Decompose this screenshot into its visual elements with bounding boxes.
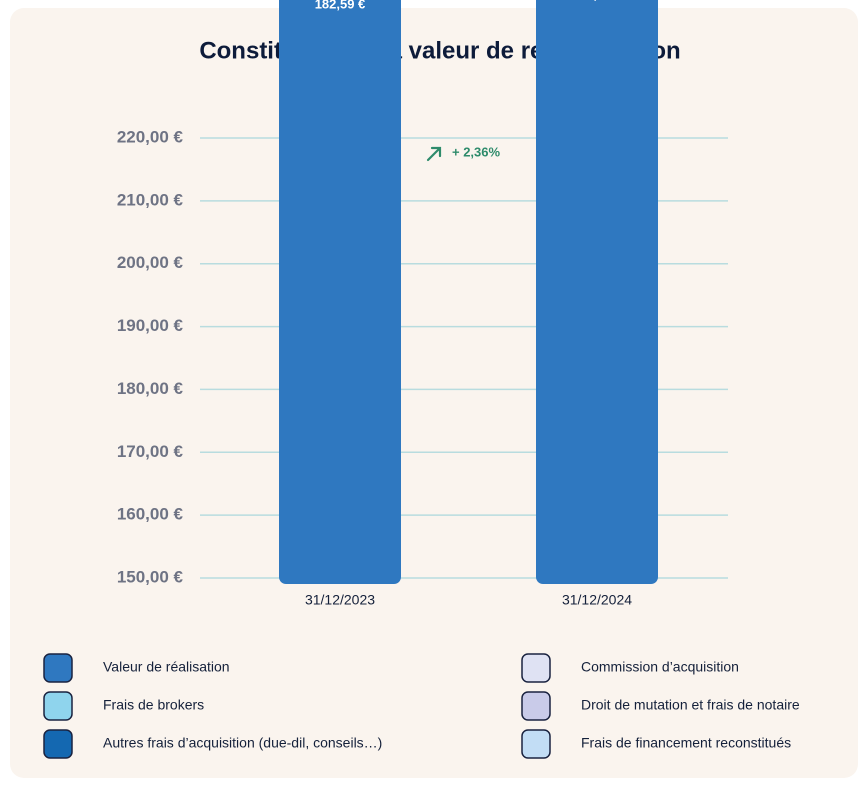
legend-swatch: [43, 691, 73, 721]
legend-label: Frais de financement reconstitués: [581, 735, 791, 751]
y-tick-label: 200,00 €: [117, 253, 184, 272]
y-tick-label: 150,00 €: [117, 567, 184, 586]
bar-segment: [536, 0, 658, 584]
legend-swatch: [43, 729, 73, 759]
y-tick-label: 220,00 €: [117, 127, 184, 146]
bar-segment: [279, 0, 401, 584]
legend-swatch: [43, 653, 73, 683]
y-tick-label: 210,00 €: [117, 190, 184, 209]
legend-label: Frais de brokers: [103, 697, 204, 713]
legend-label: Valeur de réalisation: [103, 659, 230, 675]
segment-label: 182,59 €: [315, 0, 366, 12]
legend-swatch: [521, 729, 551, 759]
legend-label: Commission d’acquisition: [581, 659, 739, 675]
legend-swatch: [521, 691, 551, 721]
annotation: + 2,36%: [452, 144, 501, 159]
y-tick-label: 190,00 €: [117, 316, 184, 335]
y-tick-label: 180,00 €: [117, 379, 184, 398]
legend-swatch: [521, 653, 551, 683]
trend-arrow: [426, 146, 442, 162]
legend-label: Droit de mutation et frais de notaire: [581, 697, 800, 713]
y-tick-label: 160,00 €: [117, 505, 184, 524]
legend-label: Autres frais d’acquisition (due-dil, con…: [103, 735, 382, 751]
x-tick-label: 31/12/2024: [562, 592, 632, 608]
y-tick-label: 170,00 €: [117, 442, 184, 461]
segment-label: 185,67 €: [572, 0, 623, 2]
x-tick-label: 31/12/2023: [305, 592, 375, 608]
